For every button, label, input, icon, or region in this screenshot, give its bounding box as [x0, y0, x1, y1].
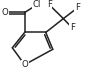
Text: Cl: Cl: [33, 0, 41, 9]
Text: O: O: [21, 60, 28, 69]
Text: O: O: [2, 8, 9, 17]
Text: F: F: [47, 0, 52, 9]
Text: F: F: [75, 3, 80, 12]
Text: F: F: [70, 23, 75, 32]
